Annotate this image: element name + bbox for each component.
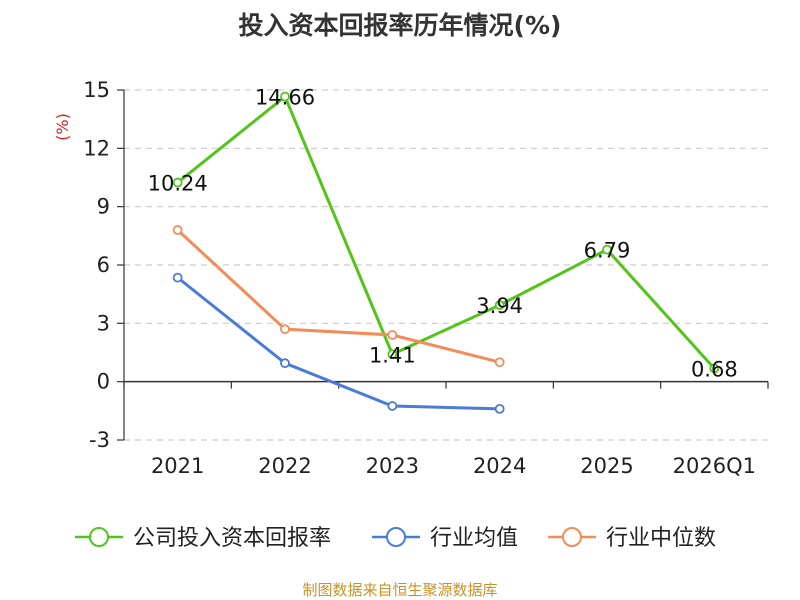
legend-item[interactable]: 公司投入资本回报率 bbox=[75, 526, 331, 551]
legend-item[interactable]: 行业均值 bbox=[372, 526, 518, 551]
data-label: 14.66 bbox=[255, 86, 315, 110]
series-layer: 10.24 14.66 1.41 3.94 6.79 0.68 bbox=[148, 86, 738, 414]
y-tick-label: -3 bbox=[89, 428, 110, 452]
y-tick-label: 6 bbox=[97, 253, 110, 277]
y-tick-label: 0 bbox=[97, 370, 110, 394]
y-tick-label: 15 bbox=[83, 78, 110, 102]
grid-lines bbox=[124, 89, 768, 441]
y-tick-label: 9 bbox=[97, 195, 110, 219]
legend-marker-icon bbox=[562, 527, 582, 547]
data-point[interactable] bbox=[494, 357, 505, 368]
legend-label: 行业均值 bbox=[430, 526, 518, 551]
x-axis: 2021 2022 2023 2024 2025 2026Q1 bbox=[123, 380, 769, 478]
y-axis-ticks: -3 0 3 6 9 12 15 bbox=[83, 78, 125, 452]
legend-label: 行业中位数 bbox=[606, 526, 716, 551]
series-group: 10.24 14.66 1.41 3.94 6.79 0.68 bbox=[148, 86, 738, 382]
data-point[interactable] bbox=[172, 225, 183, 235]
data-label: 0.68 bbox=[691, 357, 738, 381]
y-axis-label: (%) bbox=[53, 113, 72, 141]
data-label: 10.24 bbox=[148, 172, 208, 196]
data-point[interactable] bbox=[280, 324, 290, 335]
data-label: 3.94 bbox=[476, 294, 523, 318]
series-group bbox=[172, 272, 505, 414]
data-point[interactable] bbox=[387, 349, 398, 360]
data-point[interactable] bbox=[387, 401, 398, 411]
series-line bbox=[176, 276, 500, 411]
x-tick-label: 2021 bbox=[151, 454, 204, 478]
data-point[interactable] bbox=[280, 91, 290, 102]
x-tick-label: 2022 bbox=[258, 454, 311, 478]
x-tick-label: 2023 bbox=[366, 454, 419, 478]
data-point[interactable] bbox=[709, 363, 720, 374]
data-point[interactable] bbox=[387, 330, 398, 340]
data-point[interactable] bbox=[172, 177, 183, 188]
data-point[interactable] bbox=[494, 300, 505, 310]
series-line bbox=[176, 228, 501, 364]
x-tick-label: 2026Q1 bbox=[673, 454, 756, 478]
data-point[interactable] bbox=[602, 244, 612, 255]
legend-marker-icon bbox=[386, 527, 406, 547]
data-point[interactable] bbox=[280, 358, 290, 369]
legend-item[interactable]: 行业中位数 bbox=[548, 526, 716, 551]
source-note: 制图数据来自恒生聚源数据库 bbox=[302, 581, 497, 599]
data-point[interactable] bbox=[494, 403, 505, 414]
legend[interactable]: 公司投入资本回报率 行业均值 行业中位数 bbox=[75, 526, 716, 551]
legend-marker-icon bbox=[89, 527, 109, 547]
chart-title: 投入资本回报率历年情况(%) bbox=[239, 11, 562, 40]
data-label: 1.41 bbox=[369, 343, 416, 367]
y-tick-label: 3 bbox=[97, 311, 110, 335]
x-tick-label: 2025 bbox=[580, 454, 633, 478]
data-label: 6.79 bbox=[584, 239, 631, 263]
y-tick-label: 12 bbox=[83, 136, 110, 160]
legend-label: 公司投入资本回报率 bbox=[133, 526, 331, 551]
x-tick-label: 2024 bbox=[473, 454, 526, 478]
data-point[interactable] bbox=[172, 272, 183, 283]
series-group bbox=[172, 225, 505, 368]
series-line bbox=[176, 95, 716, 370]
